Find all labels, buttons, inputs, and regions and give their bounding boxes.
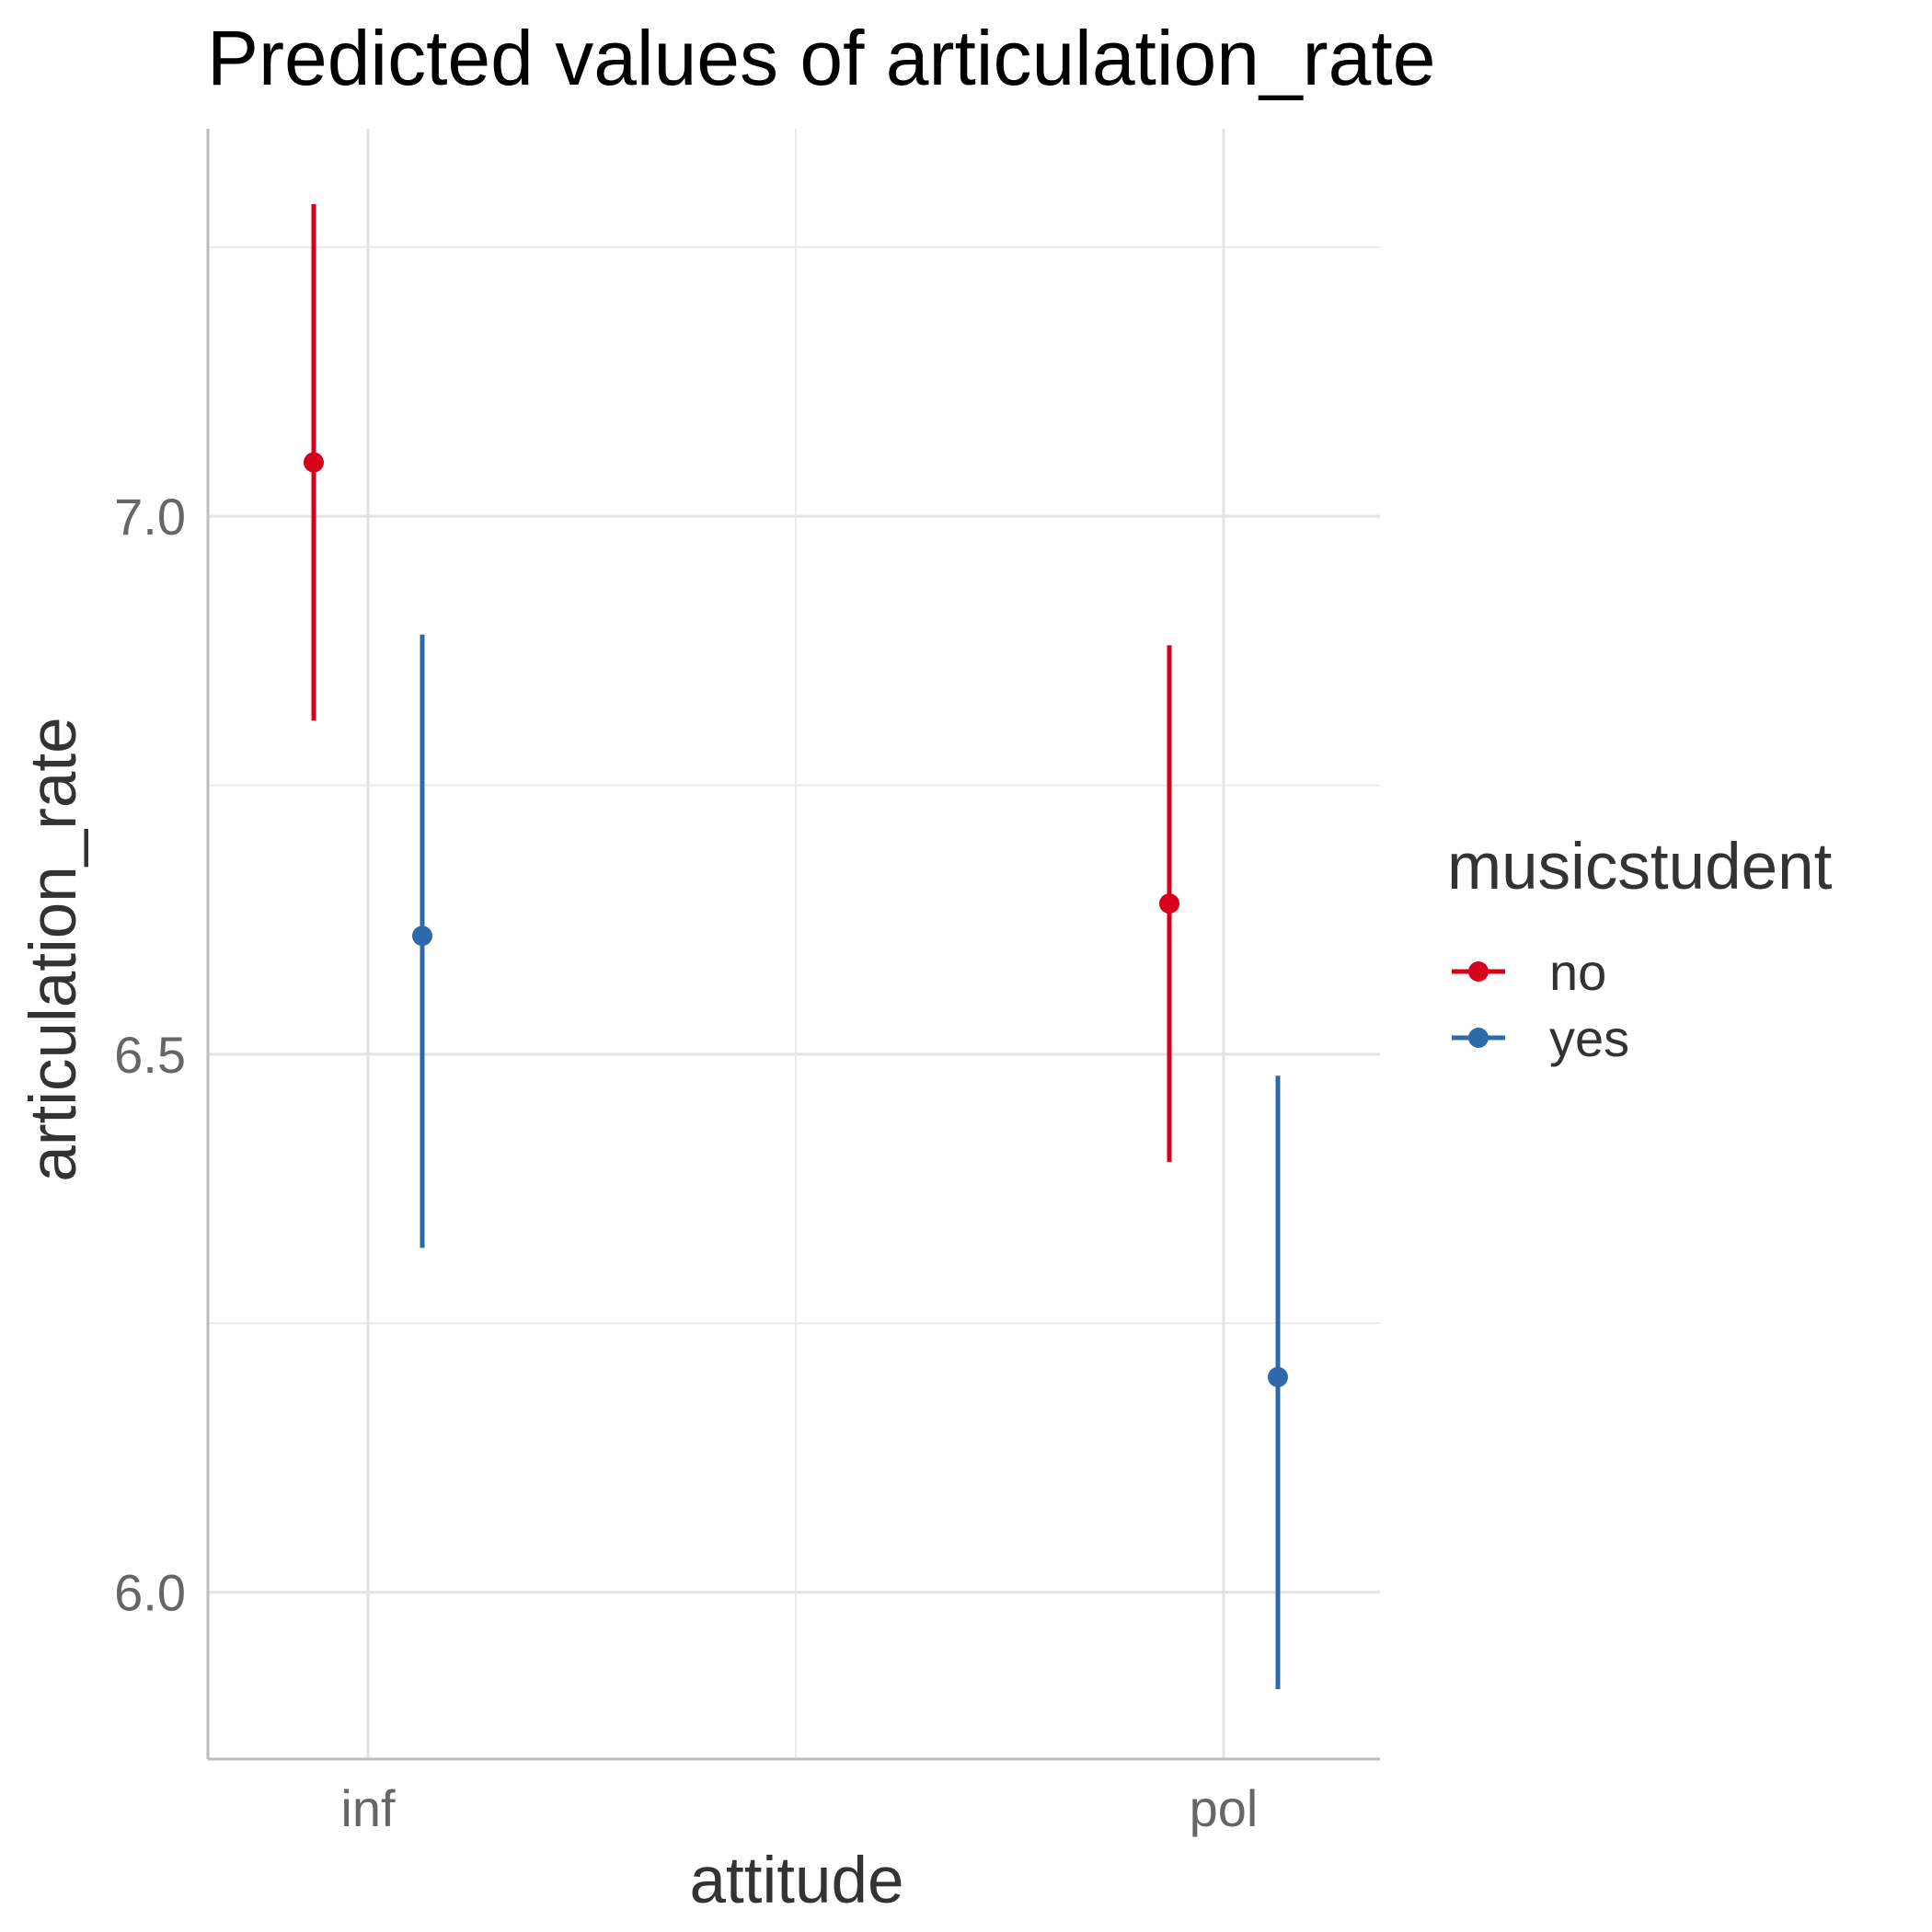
grid: [208, 129, 1380, 1759]
x-tick-label: inf: [340, 1779, 396, 1837]
legend-title: musicstudent: [1447, 831, 1833, 903]
point-yes-pol: [1268, 1366, 1288, 1387]
x-axis-title: attitude: [690, 1845, 904, 1917]
legend-key-point: [1468, 961, 1489, 982]
legend-key-point: [1468, 1028, 1489, 1048]
y-tick-label: 7.0: [114, 488, 186, 546]
y-tick-label: 6.5: [114, 1026, 186, 1084]
tick-labels: 6.0 6.5 7.0 inf pol: [114, 488, 1258, 1837]
x-tick-label: pol: [1190, 1779, 1259, 1837]
axes: [206, 129, 1380, 1761]
legend-label: no: [1549, 943, 1606, 1001]
legend-items: no yes: [1452, 943, 1629, 1067]
legend-label: yes: [1549, 1009, 1629, 1067]
point-no-inf: [304, 452, 324, 473]
point-no-pol: [1159, 893, 1179, 914]
chart-title: Predicted values of articulation_rate: [207, 15, 1435, 101]
point-yes-inf: [412, 926, 432, 947]
y-tick-label: 6.0: [114, 1564, 186, 1622]
legend: musicstudent no yes: [1447, 831, 1833, 1067]
data-marks: [304, 203, 1288, 1689]
y-axis-title: articulation_rate: [17, 717, 90, 1181]
